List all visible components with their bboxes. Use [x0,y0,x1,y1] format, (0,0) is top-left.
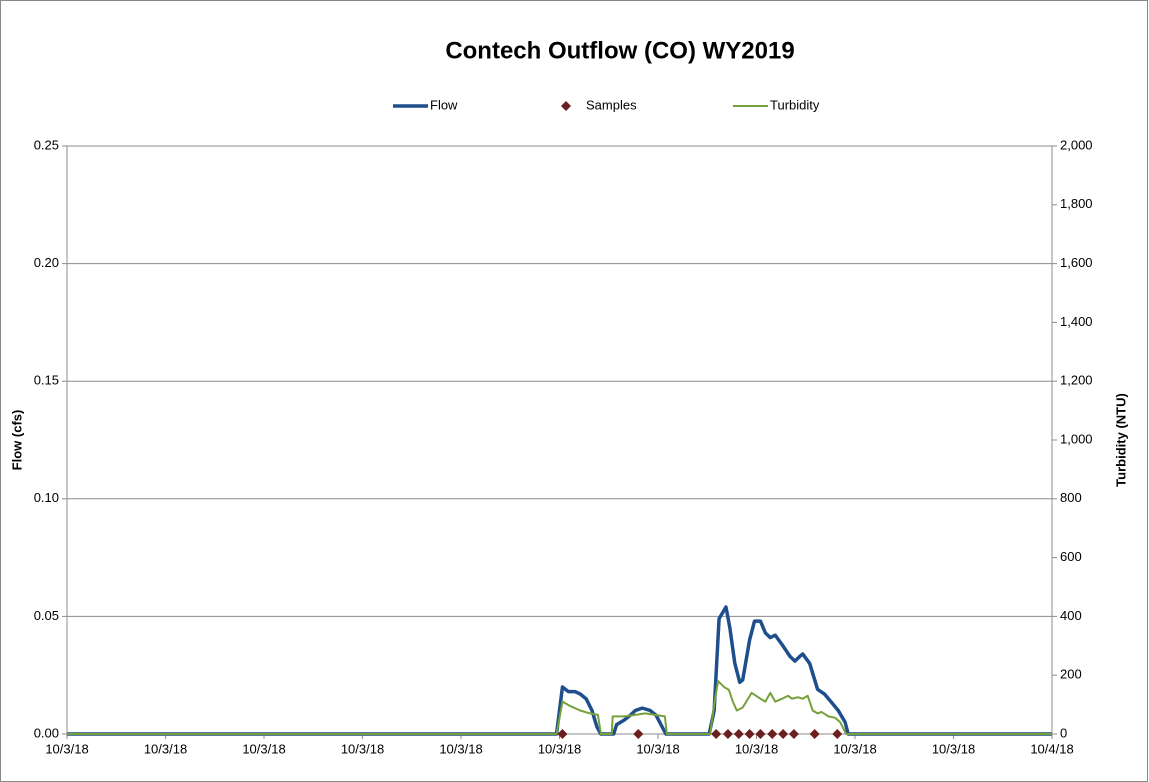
y-tick-label: 0.05 [34,608,59,623]
y-tick-label: 0.00 [34,725,59,740]
sample-marker [778,729,789,739]
y2-tick-label: 200 [1060,667,1082,682]
sample-marker [744,729,755,739]
series-line [67,605,1052,736]
sample-marker [711,729,722,739]
y-tick-label: 0.20 [34,255,59,270]
x-tick-label: 10/3/18 [636,741,679,756]
y-tick-label: 0.10 [34,490,59,505]
y2-tick-label: 2,000 [1060,137,1093,152]
sample-marker [557,729,568,739]
sample-marker [809,729,820,739]
y2-tick-label: 1,400 [1060,314,1093,329]
x-tick-label: 10/3/18 [932,741,975,756]
x-tick-label: 10/3/18 [833,741,876,756]
y2-tick-label: 1,800 [1060,196,1093,211]
sample-marker [832,729,843,739]
sample-marker [722,729,733,739]
x-tick-label: 10/3/18 [242,741,285,756]
x-tick-label: 10/3/18 [439,741,482,756]
y-axis-title: Flow (cfs) [9,410,24,471]
x-tick-label: 10/3/18 [735,741,778,756]
chart-title: Contech Outflow (CO) WY2019 [445,37,794,64]
sample-marker [767,729,778,739]
sample-marker [633,729,644,739]
x-tick-label: 10/3/18 [144,741,187,756]
x-tick-label: 10/3/18 [341,741,384,756]
y-tick-label: 0.15 [34,373,59,388]
y2-tick-label: 1,000 [1060,431,1093,446]
y2-axis-title: Turbidity (NTU) [1113,393,1128,487]
series-line [67,680,1052,735]
legend-label: Turbidity [770,97,820,112]
legend-label: Samples [586,97,637,112]
x-tick-label: 10/3/18 [45,741,88,756]
y-tick-label: 0.25 [34,137,59,152]
sample-marker [755,729,766,739]
legend-label: Flow [430,97,458,112]
x-tick-label: 10/3/18 [538,741,581,756]
y2-tick-label: 400 [1060,608,1082,623]
sample-marker [733,729,744,739]
legend-marker [561,101,571,111]
y2-tick-label: 1,600 [1060,255,1093,270]
y2-tick-label: 1,200 [1060,373,1093,388]
x-tick-label: 10/4/18 [1030,741,1073,756]
y2-tick-label: 800 [1060,490,1082,505]
y2-tick-label: 0 [1060,725,1067,740]
y2-tick-label: 600 [1060,549,1082,564]
sample-marker [788,729,799,739]
